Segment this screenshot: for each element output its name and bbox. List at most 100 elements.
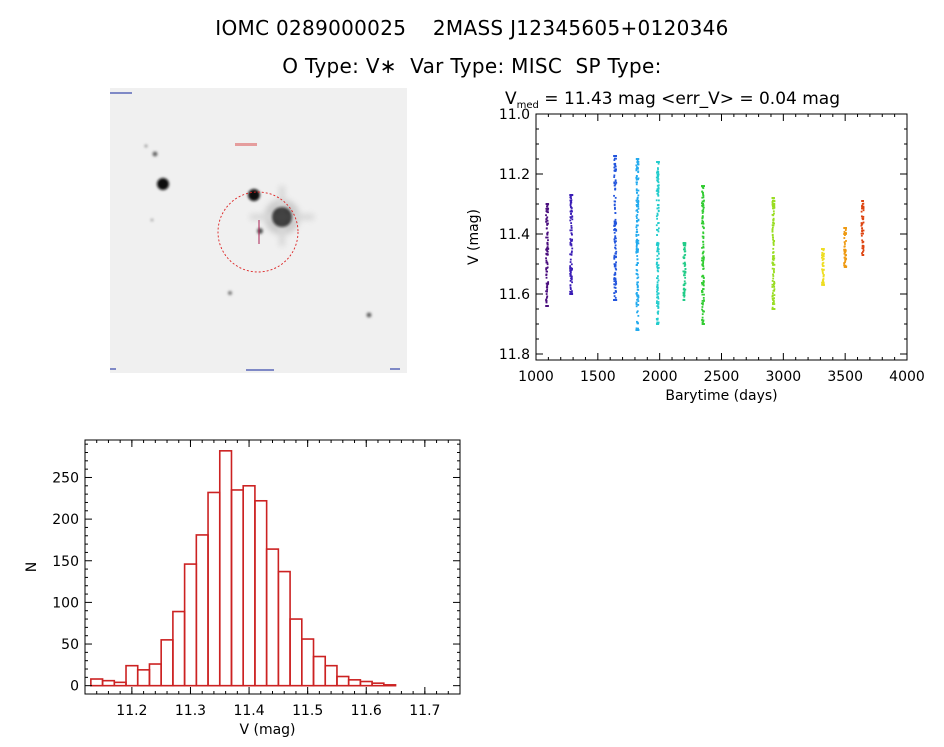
data-point <box>655 302 658 304</box>
data-point <box>637 249 639 252</box>
data-point <box>613 220 616 223</box>
data-point <box>703 323 705 325</box>
data-point <box>569 269 572 271</box>
data-point <box>861 203 864 205</box>
data-point <box>571 215 574 218</box>
data-point <box>702 226 705 229</box>
data-point <box>656 305 659 307</box>
data-point <box>637 200 640 203</box>
data-point <box>636 322 639 325</box>
data-point <box>571 247 574 250</box>
data-point <box>657 230 660 233</box>
data-point <box>821 259 824 261</box>
data-point <box>637 177 640 180</box>
data-point <box>546 288 549 291</box>
data-point <box>635 243 638 245</box>
data-point <box>701 216 704 219</box>
data-point <box>613 155 616 157</box>
data-point <box>657 252 660 255</box>
data-point <box>843 251 846 254</box>
data-point <box>613 256 616 259</box>
data-point <box>656 246 659 249</box>
chart-title: Vmed = 11.43 mag <err_V> = 0.04 mag <box>505 89 840 111</box>
data-point <box>862 250 864 253</box>
data-point <box>656 212 659 215</box>
data-point <box>635 264 638 267</box>
data-point <box>657 305 660 308</box>
data-point <box>614 271 617 274</box>
data-point <box>614 263 617 266</box>
data-point <box>637 219 640 222</box>
data-point <box>569 201 572 204</box>
data-point <box>683 274 686 277</box>
data-point <box>843 256 846 259</box>
data-point <box>657 206 660 209</box>
data-point <box>843 227 845 229</box>
x-tick-label: 11.4 <box>233 703 264 719</box>
plot-frame <box>535 113 908 361</box>
data-point <box>615 282 618 285</box>
data-point <box>684 242 687 244</box>
data-point <box>772 308 775 310</box>
data-point <box>635 209 638 212</box>
data-point <box>657 171 660 174</box>
data-point <box>636 228 638 231</box>
data-point <box>821 269 824 272</box>
data-point <box>546 261 549 264</box>
data-point <box>702 196 705 199</box>
data-point <box>702 258 705 261</box>
data-point <box>701 217 704 220</box>
data-point <box>702 222 705 225</box>
data-point <box>637 300 640 302</box>
data-point <box>702 296 705 299</box>
data-point <box>570 271 572 274</box>
data-point <box>683 294 686 297</box>
data-point <box>702 262 705 265</box>
data-point <box>614 179 617 182</box>
data-point <box>684 244 687 247</box>
data-point <box>615 240 617 243</box>
data-point <box>657 266 660 269</box>
target-circle <box>217 191 299 273</box>
data-point <box>614 283 617 286</box>
y-axis-label: V (mag) <box>466 209 482 265</box>
star-field-image <box>110 88 407 373</box>
data-point <box>636 288 639 291</box>
data-point <box>773 280 776 283</box>
data-point <box>772 270 775 272</box>
data-point <box>772 299 774 301</box>
data-point <box>636 198 639 201</box>
data-point <box>637 189 640 192</box>
data-point <box>843 250 846 252</box>
data-point <box>614 252 617 255</box>
data-point <box>614 183 617 186</box>
data-point <box>571 267 573 270</box>
data-point <box>657 287 659 289</box>
data-point <box>615 280 617 283</box>
data-point <box>656 234 658 236</box>
histogram-bar <box>136 669 151 687</box>
data-point <box>545 236 548 239</box>
data-point <box>656 174 659 177</box>
data-point <box>771 205 774 208</box>
data-point <box>635 251 638 253</box>
data-point <box>772 247 775 250</box>
data-point <box>546 216 549 219</box>
data-point <box>613 157 616 160</box>
histogram-bar <box>300 638 315 687</box>
data-point <box>570 199 573 202</box>
data-point <box>571 250 573 253</box>
data-point <box>773 288 776 291</box>
histogram-bar <box>289 618 303 687</box>
data-point <box>570 244 573 247</box>
data-point <box>657 292 660 295</box>
data-point <box>546 283 549 286</box>
data-point <box>682 243 685 246</box>
data-point <box>656 170 659 173</box>
data-point <box>656 267 659 270</box>
histogram-bar <box>312 655 327 687</box>
data-point <box>701 316 704 319</box>
histogram-bars <box>90 450 397 687</box>
data-point <box>636 292 638 294</box>
data-point <box>683 242 686 244</box>
